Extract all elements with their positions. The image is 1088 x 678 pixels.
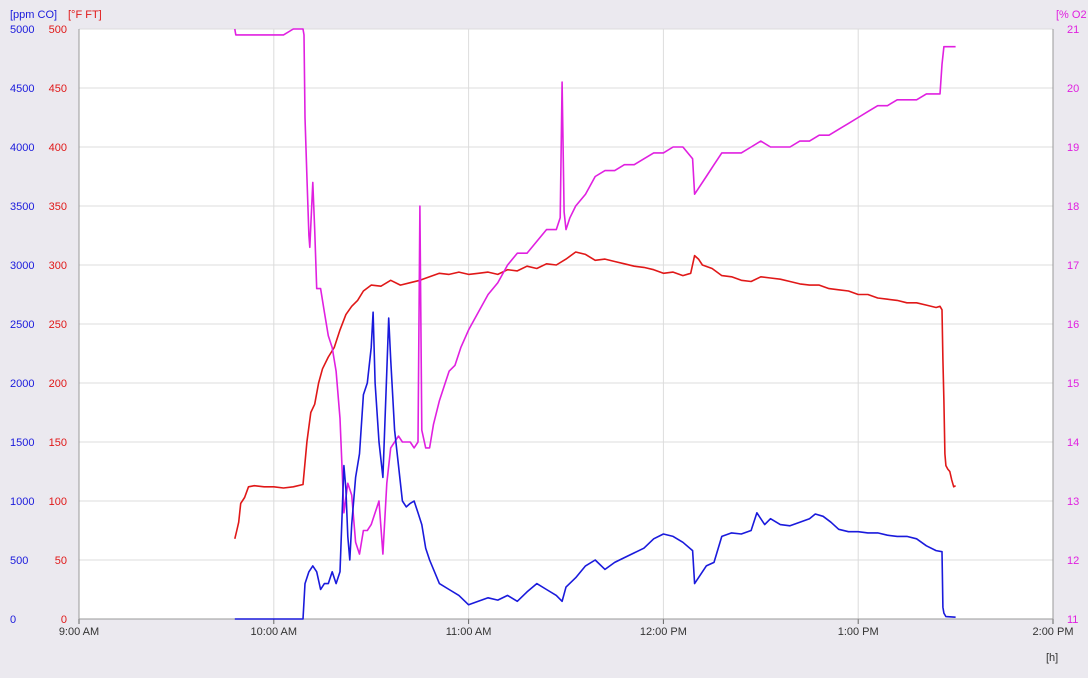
temp-tick-label: 100	[49, 496, 67, 508]
co-tick-label: 1500	[10, 437, 34, 449]
o2-tick-label: 16	[1067, 319, 1079, 331]
co-tick-label: 4000	[10, 142, 34, 154]
x-unit-label: [h]	[1046, 652, 1058, 664]
right-axis: 11 12 13 14 15 16 17 18 19 20 21	[1052, 24, 1079, 626]
temp-tick-label: 300	[49, 260, 67, 272]
o2-tick-label: 15	[1067, 378, 1079, 390]
temp-tick-label: 0	[61, 614, 67, 626]
x-tick-label: 12:00 PM	[640, 626, 687, 638]
co-tick-label: 3000	[10, 260, 34, 272]
o2-tick-label: 18	[1067, 201, 1079, 213]
o2-tick-label: 14	[1067, 437, 1079, 449]
x-tick-label: 9:00 AM	[59, 626, 99, 638]
x-tick-label: 11:00 AM	[446, 626, 492, 638]
temp-tick-label: 250	[49, 319, 67, 331]
x-tick-label: 2:00 PM	[1033, 626, 1074, 638]
o2-axis-label: [% O2	[1056, 9, 1087, 21]
series-layer	[234, 28, 957, 620]
temp-tick-label: 450	[49, 83, 67, 95]
co-tick-label: 5000	[10, 24, 34, 36]
co-tick-label: 3500	[10, 201, 34, 213]
co-tick-label: 2000	[10, 378, 34, 390]
co-axis-label: [ppm CO]	[10, 9, 57, 21]
temp-tick-label: 200	[49, 378, 67, 390]
o2-tick-label: 21	[1067, 24, 1079, 36]
x-tick-label: 1:00 PM	[838, 626, 879, 638]
left-axes: 0 0 500 50 1000 100 1500 150 2000 200 2500 250 3000 3…	[10, 24, 80, 626]
o2-tick-label: 11	[1067, 614, 1078, 626]
temp-tick-label: 350	[49, 201, 67, 213]
temp-tick-label: 50	[55, 555, 67, 567]
co-tick-label: 0	[10, 614, 16, 626]
o2-tick-label: 13	[1067, 496, 1079, 508]
o2-series-line	[234, 28, 956, 555]
temp-axis-label: [°F FT]	[68, 9, 102, 21]
temp-series-line	[234, 251, 957, 539]
o2-tick-label: 17	[1067, 260, 1079, 272]
temp-tick-label: 400	[49, 142, 67, 154]
co-tick-label: 4500	[10, 83, 34, 95]
temp-tick-label: 500	[49, 24, 67, 36]
co-tick-label: 2500	[10, 319, 34, 331]
o2-tick-label: 19	[1067, 142, 1079, 154]
x-tick-label: 10:00 AM	[251, 626, 297, 638]
co-tick-label: 1000	[10, 496, 34, 508]
co-tick-label: 500	[10, 555, 28, 567]
o2-tick-label: 12	[1067, 555, 1079, 567]
o2-tick-label: 20	[1067, 83, 1079, 95]
temp-tick-label: 150	[49, 437, 67, 449]
x-axis: 9:00 AM 10:00 AM 11:00 AM 12:00 PM 1:00 PM 2:…	[59, 618, 1074, 638]
co-series-line	[234, 311, 956, 620]
